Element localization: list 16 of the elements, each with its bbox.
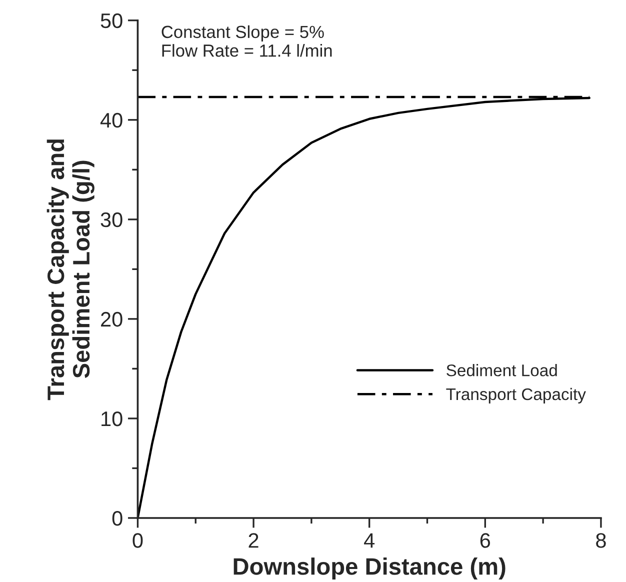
x-axis-title: Downslope Distance (m) bbox=[234, 558, 506, 580]
x-tick-label: 6 bbox=[480, 533, 490, 548]
x-tick-label: 2 bbox=[248, 533, 258, 548]
y-axis-title: Transport Capacity and Sediment Load (g/l) bbox=[46, 140, 94, 400]
x-tick-label: 4 bbox=[364, 533, 375, 548]
annotation: Constant Slope = 5% Flow Rate = 11.4 l/min bbox=[162, 25, 332, 57]
y-tick-label: 10 bbox=[102, 411, 122, 426]
y-tick-label: 30 bbox=[100, 212, 122, 228]
legend-label: Transport Capacity bbox=[446, 388, 586, 404]
x-tick-label: 0 bbox=[132, 533, 143, 548]
x-tick-label: 8 bbox=[596, 533, 606, 548]
legend-label: Sediment Load bbox=[446, 364, 557, 376]
y-tick-label: 50 bbox=[100, 13, 122, 28]
y-tick-label: 0 bbox=[112, 510, 122, 526]
y-tick-label: 20 bbox=[101, 312, 122, 327]
y-tick-label: 40 bbox=[100, 112, 122, 128]
